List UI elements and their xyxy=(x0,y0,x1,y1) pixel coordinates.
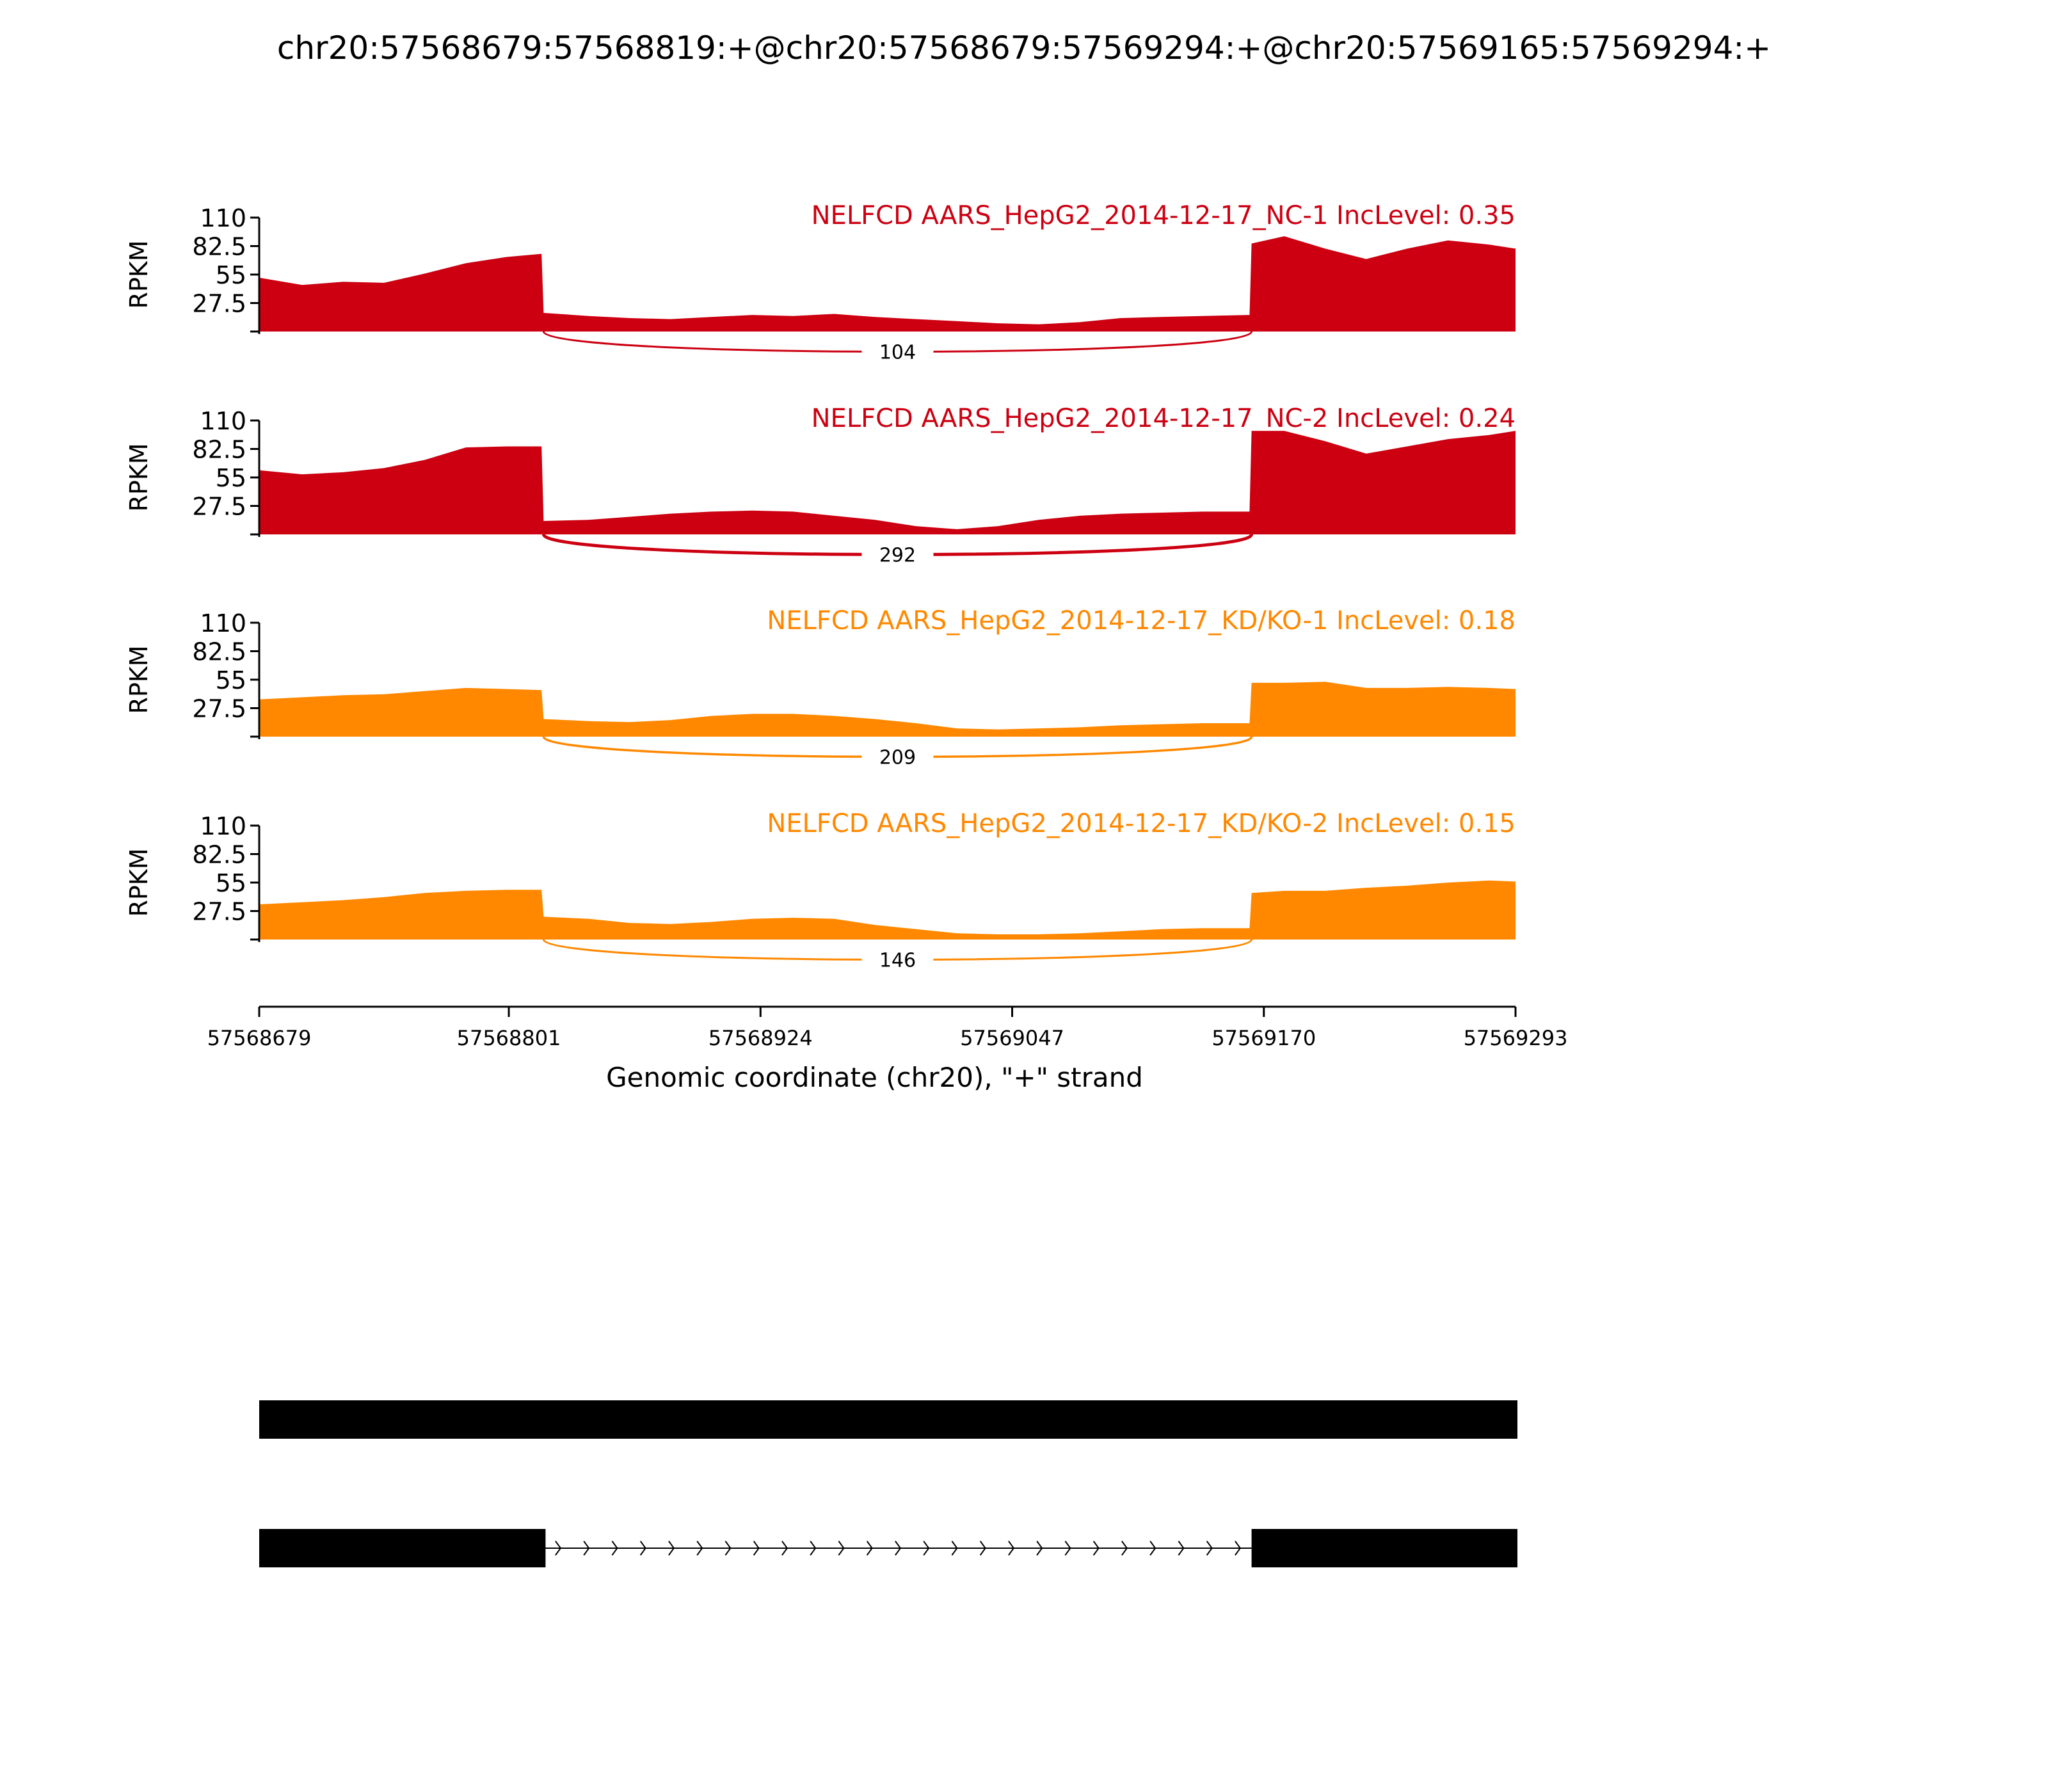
y-axis-label: RPKM xyxy=(125,443,153,511)
y-tick-label: 110 xyxy=(200,609,246,637)
junction-count-label: 292 xyxy=(879,545,916,567)
strand-arrow xyxy=(1149,1540,1156,1556)
coverage-area xyxy=(259,431,1516,534)
x-axis-label: Genomic coordinate (chr20), "+" strand xyxy=(606,1062,1143,1093)
x-tick-label: 57568679 xyxy=(207,1026,312,1050)
x-tick-label: 57569293 xyxy=(1464,1026,1568,1050)
y-tick-label: 110 xyxy=(200,407,246,435)
junction-count-label: 209 xyxy=(879,747,916,769)
junction-label-bg xyxy=(861,945,934,974)
strand-arrow xyxy=(1036,1540,1043,1556)
junction-count-label: 104 xyxy=(879,342,916,364)
strand-arrow xyxy=(979,1540,986,1556)
y-tick-label: 82.5 xyxy=(192,233,246,261)
x-tick-label: 57569047 xyxy=(960,1026,1064,1050)
isoform-2 xyxy=(259,1529,1517,1567)
strand-arrow xyxy=(1121,1540,1128,1556)
junction-label-bg xyxy=(861,742,934,771)
strand-arrow xyxy=(1206,1540,1213,1556)
y-tick-label: 55 xyxy=(216,869,246,897)
strand-arrow xyxy=(866,1540,873,1556)
y-axis-label: RPKM xyxy=(125,645,153,714)
series-label: NELFCD AARS_HepG2_2014-12-17_NC-2 IncLev… xyxy=(812,404,1516,433)
strand-arrow xyxy=(639,1540,646,1556)
strand-arrow xyxy=(583,1540,590,1556)
strand-arrow xyxy=(1064,1540,1071,1556)
y-tick-label: 82.5 xyxy=(192,436,246,464)
y-axis-label: RPKM xyxy=(125,240,153,308)
series-label: NELFCD AARS_HepG2_2014-12-17_KD/KO-1 Inc… xyxy=(767,606,1516,636)
series-label: NELFCD AARS_HepG2_2014-12-17_NC-1 IncLev… xyxy=(812,201,1516,230)
strand-arrow xyxy=(810,1540,817,1556)
strand-arrow xyxy=(838,1540,845,1556)
exon-block xyxy=(259,1400,1517,1439)
y-axis-label: RPKM xyxy=(125,848,153,916)
strand-arrow xyxy=(753,1540,760,1556)
strand-arrow xyxy=(724,1540,732,1556)
strand-arrow xyxy=(895,1540,902,1556)
exon-block xyxy=(1251,1529,1517,1567)
x-axis: 57568679 57568801 57568924 57569047 57569170… xyxy=(207,1005,1568,1093)
strand-arrow xyxy=(668,1540,675,1556)
junction-label-bg xyxy=(861,337,934,366)
y-tick-label: 82.5 xyxy=(192,841,246,869)
strand-arrow xyxy=(923,1540,930,1556)
y-tick-label: 55 xyxy=(216,464,246,492)
y-tick-label: 110 xyxy=(200,812,246,840)
exon-block xyxy=(259,1529,546,1567)
x-tick-label: 57568801 xyxy=(457,1026,561,1050)
x-tick-label: 57568924 xyxy=(708,1026,813,1050)
y-tick-label: 27.5 xyxy=(192,898,246,926)
strand-arrow xyxy=(1178,1540,1185,1556)
strand-arrow xyxy=(696,1540,703,1556)
junction-count-label: 146 xyxy=(879,950,916,972)
y-tick-label: 55 xyxy=(216,666,246,694)
gene-model xyxy=(259,1400,1517,1567)
figure-title: chr20:57568679:57568819:+@chr20:57568679… xyxy=(277,29,1771,67)
junction-label-bg xyxy=(861,540,934,569)
coverage-area xyxy=(259,880,1516,940)
y-tick-label: 27.5 xyxy=(192,493,246,521)
strand-arrow xyxy=(781,1540,788,1556)
series-label: NELFCD AARS_HepG2_2014-12-17_KD/KO-2 Inc… xyxy=(767,809,1516,838)
strand-arrow xyxy=(611,1540,618,1556)
y-tick-label: 27.5 xyxy=(192,695,246,723)
isoform-1 xyxy=(259,1400,1517,1439)
coverage-area xyxy=(259,682,1516,737)
y-tick-label: 55 xyxy=(216,261,246,289)
strand-arrow xyxy=(1092,1540,1100,1556)
y-tick-label: 110 xyxy=(200,204,246,232)
strand-arrow xyxy=(951,1540,958,1556)
y-tick-label: 27.5 xyxy=(192,290,246,318)
strand-arrow xyxy=(1008,1540,1015,1556)
strand-arrow xyxy=(1235,1540,1242,1556)
strand-arrow xyxy=(555,1540,562,1556)
coverage-area xyxy=(259,236,1516,332)
x-tick-label: 57569170 xyxy=(1212,1026,1316,1050)
y-tick-label: 82.5 xyxy=(192,638,246,666)
